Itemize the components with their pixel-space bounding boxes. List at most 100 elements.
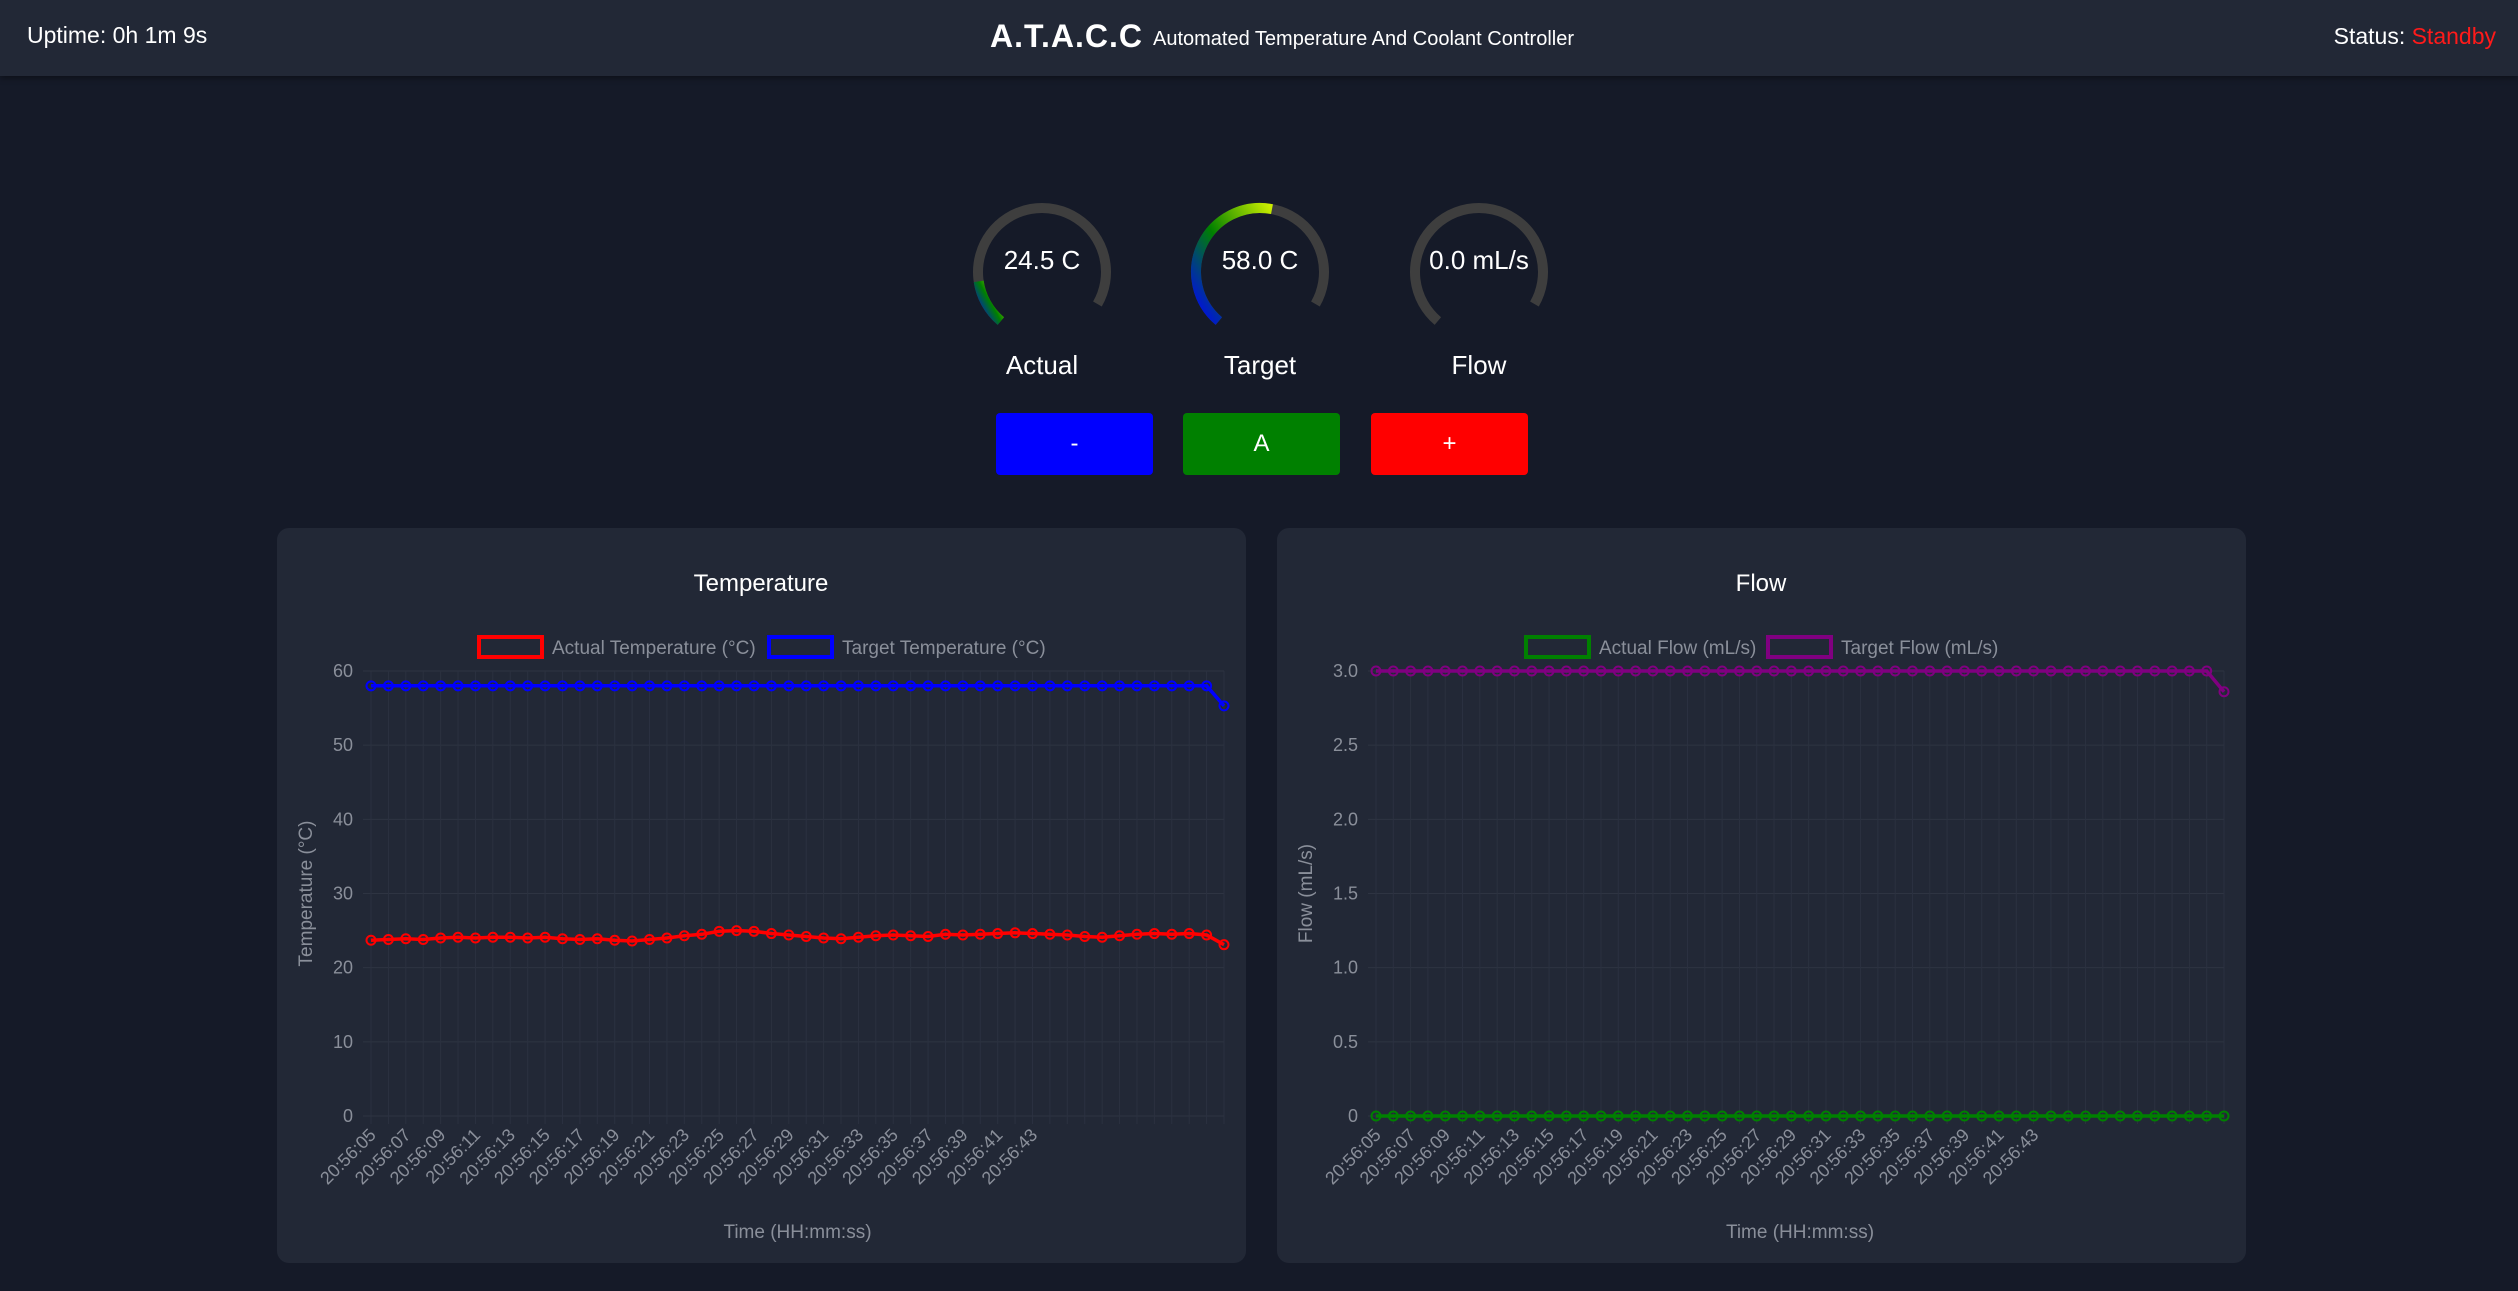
increase-target-button[interactable]: +	[1371, 413, 1528, 475]
data-point[interactable]	[1630, 665, 1642, 677]
data-point[interactable]	[1096, 680, 1108, 692]
data-point[interactable]	[748, 925, 760, 937]
legend-swatch[interactable]	[477, 635, 544, 659]
data-point[interactable]	[922, 680, 934, 692]
auto-mode-button[interactable]: A	[1183, 413, 1340, 475]
data-point[interactable]	[1387, 1110, 1399, 1122]
data-point[interactable]	[1941, 1110, 1953, 1122]
data-point[interactable]	[452, 931, 464, 943]
data-point[interactable]	[939, 928, 951, 940]
data-point[interactable]	[1079, 931, 1091, 943]
data-point[interactable]	[696, 928, 708, 940]
data-point[interactable]	[992, 680, 1004, 692]
data-point[interactable]	[1906, 1110, 1918, 1122]
data-point[interactable]	[1096, 931, 1108, 943]
data-point[interactable]	[1009, 680, 1021, 692]
data-point[interactable]	[1387, 665, 1399, 677]
data-point[interactable]	[661, 932, 673, 944]
data-point[interactable]	[1061, 929, 1073, 941]
data-point[interactable]	[1578, 1110, 1590, 1122]
data-point[interactable]	[1924, 1110, 1936, 1122]
data-point[interactable]	[365, 680, 377, 692]
data-point[interactable]	[1647, 1110, 1659, 1122]
data-point[interactable]	[1872, 665, 1884, 677]
data-point[interactable]	[887, 680, 899, 692]
data-point[interactable]	[1044, 680, 1056, 692]
data-point[interactable]	[2010, 1110, 2022, 1122]
data-point[interactable]	[1370, 1110, 1382, 1122]
data-point[interactable]	[522, 932, 534, 944]
data-point[interactable]	[1785, 1110, 1797, 1122]
data-point[interactable]	[1079, 680, 1091, 692]
data-point[interactable]	[731, 925, 743, 937]
legend-swatch[interactable]	[1766, 635, 1833, 659]
legend-label[interactable]: Actual Temperature (°C)	[552, 638, 756, 659]
data-point[interactable]	[1114, 680, 1126, 692]
data-point[interactable]	[870, 680, 882, 692]
data-point[interactable]	[2218, 1110, 2230, 1122]
data-point[interactable]	[1027, 680, 1039, 692]
data-point[interactable]	[522, 680, 534, 692]
data-point[interactable]	[800, 680, 812, 692]
data-point[interactable]	[2201, 665, 2213, 677]
data-point[interactable]	[1595, 665, 1607, 677]
data-point[interactable]	[1716, 665, 1728, 677]
data-point[interactable]	[2097, 1110, 2109, 1122]
data-point[interactable]	[1612, 665, 1624, 677]
data-point[interactable]	[1218, 939, 1230, 951]
data-point[interactable]	[1751, 665, 1763, 677]
data-point[interactable]	[2114, 1110, 2126, 1122]
data-point[interactable]	[1543, 1110, 1555, 1122]
data-point[interactable]	[1906, 665, 1918, 677]
data-point[interactable]	[487, 931, 499, 943]
data-point[interactable]	[1820, 1110, 1832, 1122]
data-point[interactable]	[1474, 665, 1486, 677]
data-point[interactable]	[1183, 680, 1195, 692]
data-point[interactable]	[1855, 1110, 1867, 1122]
data-point[interactable]	[1682, 1110, 1694, 1122]
data-point[interactable]	[852, 680, 864, 692]
data-point[interactable]	[1993, 665, 2005, 677]
data-point[interactable]	[1201, 680, 1213, 692]
legend-label[interactable]: Actual Flow (mL/s)	[1599, 638, 1756, 659]
data-point[interactable]	[2183, 665, 2195, 677]
data-point[interactable]	[487, 680, 499, 692]
data-point[interactable]	[783, 680, 795, 692]
data-point[interactable]	[1578, 665, 1590, 677]
data-point[interactable]	[504, 680, 516, 692]
data-point[interactable]	[1924, 665, 1936, 677]
data-point[interactable]	[974, 928, 986, 940]
data-point[interactable]	[1508, 1110, 1520, 1122]
data-point[interactable]	[400, 933, 412, 945]
data-point[interactable]	[626, 935, 638, 947]
data-point[interactable]	[417, 680, 429, 692]
data-point[interactable]	[2131, 1110, 2143, 1122]
data-point[interactable]	[1044, 928, 1056, 940]
data-point[interactable]	[2028, 665, 2040, 677]
data-point[interactable]	[905, 930, 917, 942]
data-point[interactable]	[556, 680, 568, 692]
data-point[interactable]	[1993, 1110, 2005, 1122]
data-point[interactable]	[905, 680, 917, 692]
data-point[interactable]	[556, 933, 568, 945]
data-point[interactable]	[1768, 665, 1780, 677]
data-point[interactable]	[957, 929, 969, 941]
data-point[interactable]	[1405, 665, 1417, 677]
data-point[interactable]	[1820, 665, 1832, 677]
data-point[interactable]	[1733, 665, 1745, 677]
data-point[interactable]	[957, 680, 969, 692]
data-point[interactable]	[713, 925, 725, 937]
data-point[interactable]	[1474, 1110, 1486, 1122]
data-point[interactable]	[1889, 665, 1901, 677]
data-point[interactable]	[2166, 1110, 2178, 1122]
data-point[interactable]	[713, 680, 725, 692]
data-point[interactable]	[1405, 1110, 1417, 1122]
data-point[interactable]	[1699, 1110, 1711, 1122]
data-point[interactable]	[765, 680, 777, 692]
data-point[interactable]	[783, 929, 795, 941]
data-point[interactable]	[1457, 1110, 1469, 1122]
data-point[interactable]	[2080, 665, 2092, 677]
data-point[interactable]	[591, 680, 603, 692]
data-point[interactable]	[1733, 1110, 1745, 1122]
data-point[interactable]	[1751, 1110, 1763, 1122]
